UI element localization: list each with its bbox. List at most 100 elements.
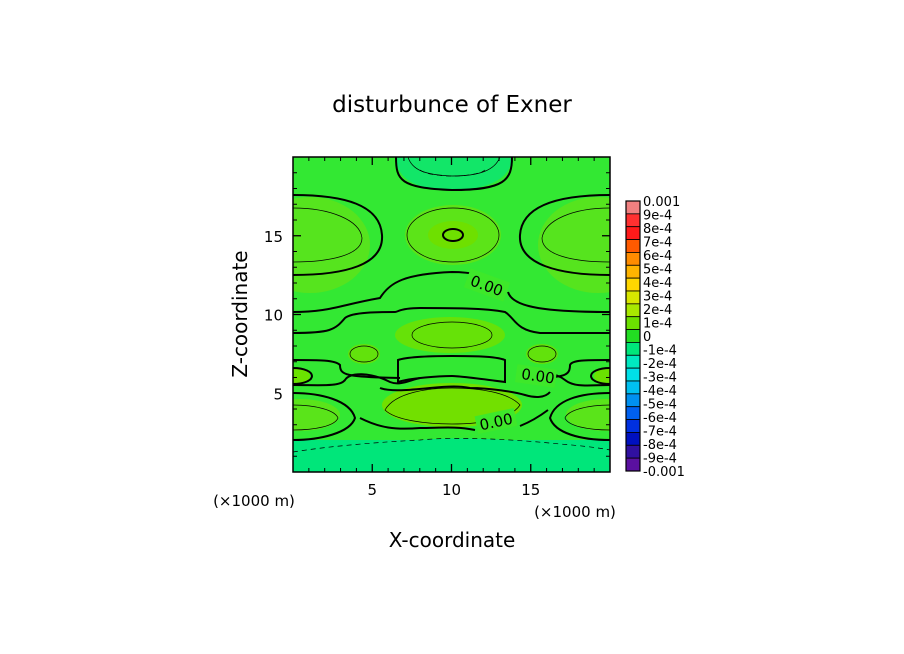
colorbar: 0.0019e-48e-47e-46e-45e-44e-43e-42e-41e-…: [625, 195, 685, 480]
colorbar-level-label: 1e-4: [643, 317, 672, 332]
colorbar-level-label: -8e-4: [643, 438, 677, 453]
contour-lines-dashed: [293, 169, 610, 453]
contour-center-max: [442, 228, 464, 242]
colorbar-level-label: 5e-4: [643, 263, 672, 278]
colorbar-swatch: [625, 316, 641, 330]
contour-left-lobe: [293, 392, 357, 441]
contour-label-bg-upper: [463, 268, 511, 302]
colorbar-level-label: -9e-4: [643, 452, 677, 467]
colorbar-level-label: -1e-4: [643, 344, 677, 359]
colorbar-level-label: -5e-4: [643, 398, 677, 413]
y-axis: 5 10 15: [264, 172, 610, 457]
z-unit-label: (×1000 m): [534, 503, 616, 521]
colorbar-level-label: 0: [643, 330, 651, 345]
contour-right-edge-ring: [589, 367, 610, 385]
contour-thin-left-mid: [349, 345, 379, 363]
contour-thin-right-mid: [527, 345, 557, 363]
colorbar-level-label: 3e-4: [643, 290, 672, 305]
colorbar-swatch: [625, 239, 641, 253]
colorbar-level-label: 4e-4: [643, 276, 672, 291]
contour-lower-left: [293, 373, 421, 387]
x-axis-label: X-coordinate: [389, 528, 516, 552]
colorbar-swatch: [625, 226, 641, 240]
colorbar-level-label: -4e-4: [643, 384, 677, 399]
field-negative-bottom-edge: [293, 438, 610, 472]
colorbar-level-label: 2e-4: [643, 303, 672, 318]
field-pos-left-edge: [293, 368, 310, 384]
colorbar-swatch: [625, 277, 641, 292]
field-pos-center-upper-inner: [428, 221, 478, 249]
contour-thin-right-low: [564, 404, 610, 431]
contour-zero-lower: [379, 385, 551, 398]
colorbar-level-label: 8e-4: [643, 222, 672, 237]
colorbar-level-label: 7e-4: [643, 236, 672, 251]
colorbar-swatch: [625, 444, 641, 459]
x-tick-label: 5: [367, 481, 377, 499]
plot-area: [293, 157, 610, 472]
colorbar-swatch: [625, 252, 641, 266]
colorbar-level-label: -3e-4: [643, 371, 677, 386]
colorbar-swatch: [625, 200, 641, 215]
contour-upper-band: [293, 194, 384, 276]
colorbar-swatch: [625, 264, 641, 279]
contour-dashed-bottom: [293, 438, 610, 453]
colorbar-level-label: -0.001: [643, 465, 685, 480]
x-tick-label: 15: [521, 481, 540, 499]
colorbar-swatch: [625, 342, 641, 356]
contour-zero-upper-right: [507, 291, 610, 313]
contour-mid-lower-right: [539, 359, 610, 379]
colorbar-swatch: [625, 432, 641, 446]
field-pos-left-low: [293, 399, 340, 431]
contour-zero-bottom: [359, 417, 476, 431]
contour-thin-center-low: [384, 387, 521, 425]
colorbar-swatch: [625, 419, 641, 433]
contour-mid-lower: [293, 359, 401, 379]
field-pos-right-low: [566, 399, 610, 431]
colorbar-level-label: 9e-4: [643, 209, 672, 224]
contour-box: [397, 355, 506, 384]
colorbar-swatch: [625, 303, 641, 318]
x-unit-label: (×1000 m): [213, 492, 295, 510]
contour-thin-upper-left: [293, 207, 363, 263]
colorbar-level-label: 0.001: [643, 195, 680, 210]
colorbar-level-label: -6e-4: [643, 411, 677, 426]
contour-upper-band-right: [518, 194, 610, 276]
contour-thin-top: [407, 157, 501, 177]
contour-thin-left-low: [293, 404, 339, 431]
colorbar-swatch: [625, 367, 641, 382]
colorbar-frame: [625, 200, 641, 472]
contour-zero-bottom-right: [519, 409, 549, 427]
field-negative-top: [396, 157, 512, 190]
contour-label-middle: 0.00: [520, 365, 556, 387]
x-axis: 5 10 15: [308, 157, 595, 499]
contour-label-bg-middle: [514, 364, 558, 388]
y-tick-label: 15: [264, 228, 283, 246]
contour-right-lobe: [548, 392, 610, 441]
colorbar-swatch: [625, 354, 641, 369]
chart-title: disturbunce of Exner: [332, 92, 572, 118]
contour-dashed-top: [419, 169, 486, 177]
contour-left-edge-ring: [293, 367, 314, 385]
field-pos-left-mid: [348, 344, 380, 364]
y-axis-label: Z-coordinate: [228, 250, 252, 377]
contour-top: [395, 157, 513, 192]
colorbar-swatch: [625, 393, 641, 408]
field-pos-center-mid: [395, 317, 505, 353]
colorbar-level-label: -2e-4: [643, 357, 677, 372]
y-tick-label: 5: [273, 385, 283, 403]
contour-thin-center-upper: [406, 207, 500, 263]
contour-thin-upper-right: [541, 207, 610, 263]
colorbar-swatch: [625, 290, 641, 305]
contour-thin-center-mid: [411, 321, 493, 349]
colorbar-swatch: [625, 329, 641, 343]
colorbar-swatch: [625, 213, 641, 228]
colorbar-swatch: [625, 406, 641, 420]
x-tick-label: 10: [442, 481, 461, 499]
contour-lines-thin: [293, 157, 610, 431]
colorbar-swatch: [625, 457, 641, 472]
field-pos-right-edge: [594, 368, 610, 384]
colorbar-swatch: [625, 380, 641, 395]
colorbar-level-label: 6e-4: [643, 249, 672, 264]
y-tick-label: 10: [264, 307, 283, 325]
